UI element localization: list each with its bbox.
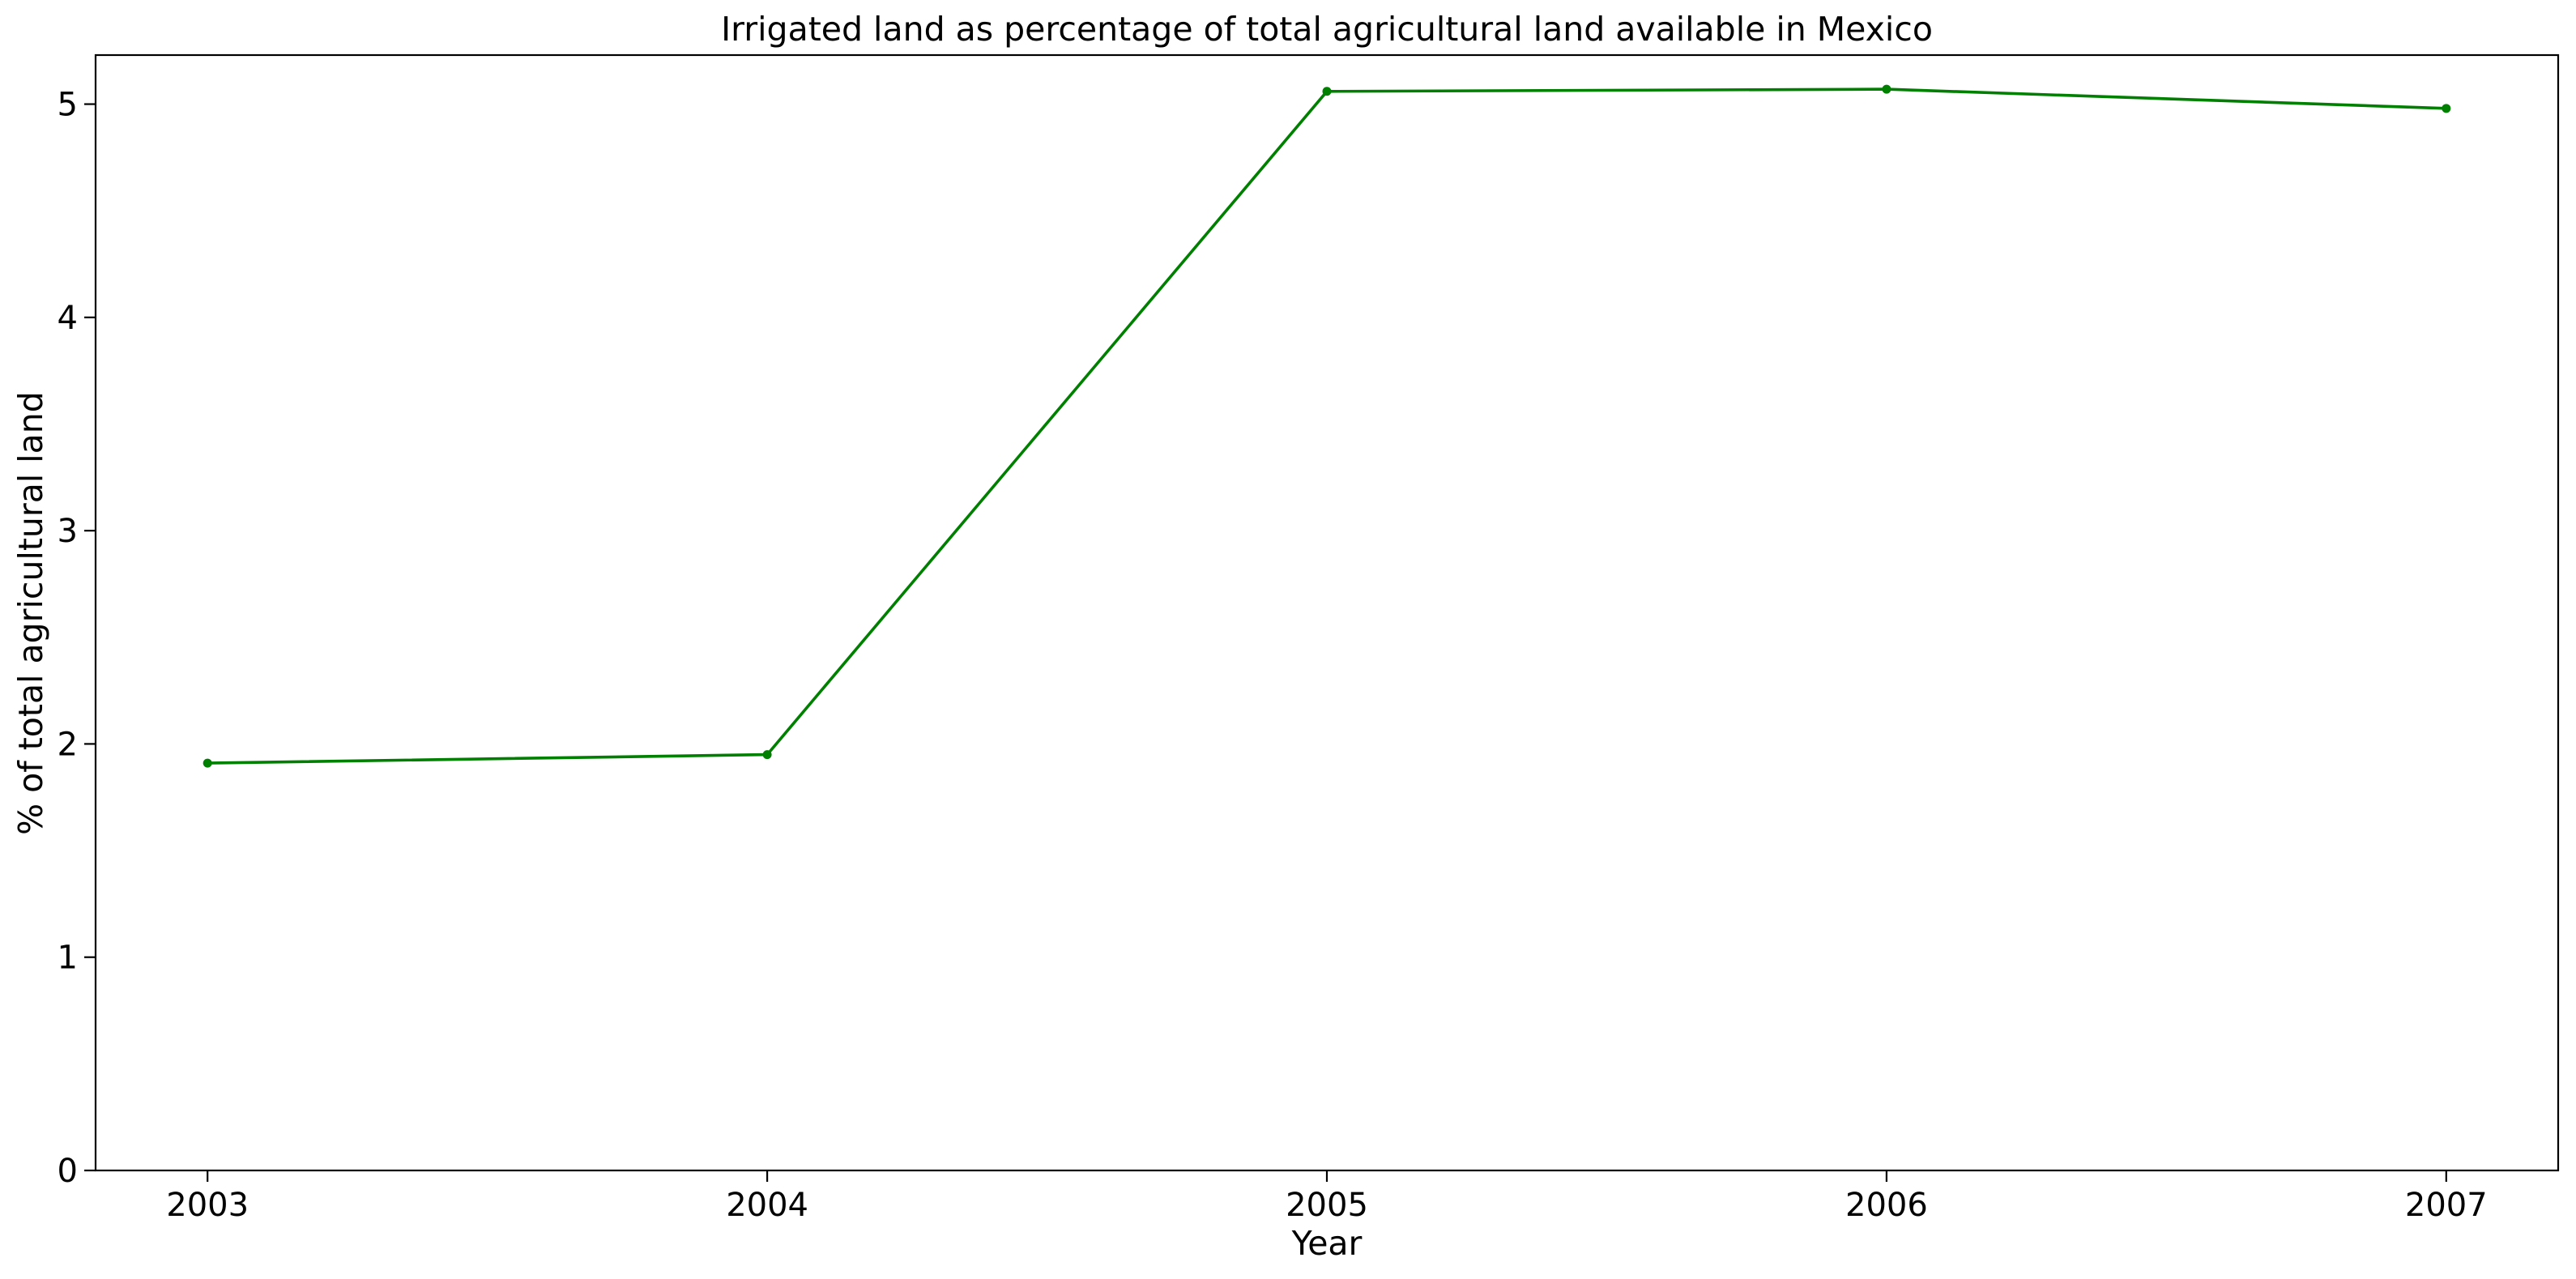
y-tick-label: 5 xyxy=(58,87,78,124)
data-point xyxy=(203,758,212,768)
series-line xyxy=(207,87,2446,765)
data-point xyxy=(1322,87,1332,96)
x-axis: 2003 2004 2005 2006 2007 xyxy=(166,1170,2488,1224)
data-point xyxy=(2442,104,2451,113)
data-point xyxy=(1882,84,1891,94)
y-axis: 0 1 2 3 4 5 xyxy=(58,87,96,1190)
plot-frame xyxy=(94,53,2560,1172)
x-tick-label: 2004 xyxy=(726,1187,808,1224)
y-tick-label: 3 xyxy=(58,513,78,550)
x-tick-label: 2006 xyxy=(1845,1187,1928,1224)
x-axis-label: Year xyxy=(1291,1224,1363,1263)
x-tick-label: 2003 xyxy=(166,1187,249,1224)
y-tick-label: 0 xyxy=(58,1153,78,1190)
x-tick-label: 2007 xyxy=(2405,1187,2488,1224)
chart-title: Irrigated land as percentage of total ag… xyxy=(721,10,1933,49)
y-tick-label: 4 xyxy=(58,300,78,337)
y-tick-label: 2 xyxy=(58,726,78,763)
y-axis-label: % of total agricultural land xyxy=(11,391,50,835)
y-tick-label: 1 xyxy=(58,940,78,977)
series-layer xyxy=(203,84,2451,768)
data-point xyxy=(762,750,772,760)
x-tick-label: 2005 xyxy=(1286,1187,1368,1224)
